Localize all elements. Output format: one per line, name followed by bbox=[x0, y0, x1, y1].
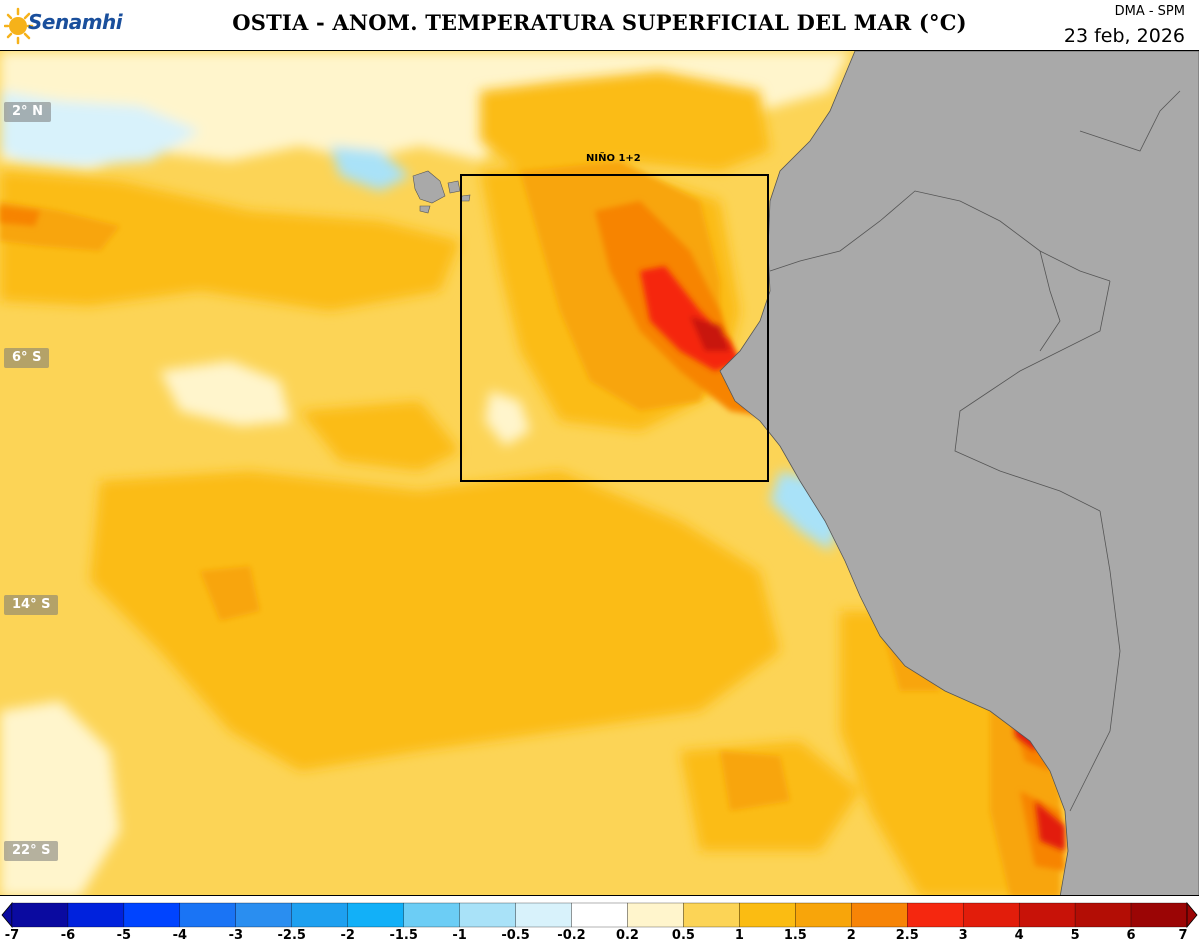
colorbar-tick-label: -1.5 bbox=[389, 928, 418, 943]
colorbar-tick-label: 4 bbox=[1014, 928, 1024, 943]
colorbar-swatch bbox=[1018, 902, 1076, 928]
sun-icon bbox=[4, 7, 34, 45]
colorbar-arrow-right bbox=[1186, 902, 1198, 929]
colorbar-swatch bbox=[11, 902, 69, 928]
nino-region-box bbox=[460, 174, 769, 482]
colorbar-swatch bbox=[683, 902, 740, 928]
senamhi-logo: Senamhi bbox=[4, 4, 134, 46]
nino-region-label: NIÑO 1+2 bbox=[586, 153, 641, 164]
colorbar-swatch bbox=[851, 902, 908, 928]
lat-label-2n: 2° N bbox=[4, 102, 51, 122]
colorbar-tick-label: -0.5 bbox=[501, 928, 530, 943]
colorbar-tick-label: 1.5 bbox=[783, 928, 807, 943]
colorbar-swatch bbox=[123, 902, 181, 928]
colorbar-tick-label: 3 bbox=[958, 928, 968, 943]
colorbar-swatch bbox=[179, 902, 236, 928]
colorbar-tick-label: 7 bbox=[1178, 928, 1188, 943]
map-canvas bbox=[0, 51, 1199, 895]
colorbar-swatch bbox=[571, 902, 628, 928]
colorbar-tick-label: 2.5 bbox=[895, 928, 919, 943]
colorbar-tick-label: -2.5 bbox=[277, 928, 306, 943]
colorbar-tick-label: -4 bbox=[172, 928, 188, 943]
colorbar-tick-label: 1 bbox=[734, 928, 744, 943]
date-label: 23 feb, 2026 bbox=[1063, 25, 1185, 47]
org-label: DMA - SPM bbox=[1114, 4, 1185, 19]
colorbar-tick-label: 5 bbox=[1070, 928, 1080, 943]
colorbar-tick-label: -3 bbox=[228, 928, 244, 943]
colorbar-tick-label: -5 bbox=[116, 928, 132, 943]
colorbar-swatch bbox=[963, 902, 1020, 928]
colorbar-tick-label: 6 bbox=[1126, 928, 1136, 943]
colorbar-swatch bbox=[459, 902, 516, 928]
map-title: OSTIA - ANOM. TEMPERATURA SUPERFICIAL DE… bbox=[232, 10, 967, 35]
colorbar-tick-label: -7 bbox=[4, 928, 20, 943]
colorbar-swatch bbox=[1130, 902, 1188, 928]
colorbar-tick-label: -0.2 bbox=[557, 928, 586, 943]
colorbar-tick-label: -6 bbox=[60, 928, 76, 943]
colorbar-swatch bbox=[235, 902, 292, 928]
colorbar-swatch bbox=[347, 902, 404, 928]
header: Senamhi OSTIA - ANOM. TEMPERATURA SUPERF… bbox=[0, 0, 1199, 50]
colorbar-tick-label: 0.5 bbox=[671, 928, 695, 943]
lat-label-22s: 22° S bbox=[4, 841, 59, 861]
colorbar-tick-label: 2 bbox=[846, 928, 856, 943]
sst-anomaly-map: NIÑO 1+2 2° N 6° S 14° S 22° S bbox=[0, 50, 1199, 896]
colorbar-swatch bbox=[795, 902, 852, 928]
colorbar-swatch bbox=[907, 902, 964, 928]
logo-text: Senamhi bbox=[28, 10, 123, 34]
colorbar-swatch bbox=[403, 902, 460, 928]
colorbar-swatch bbox=[515, 902, 572, 928]
lat-label-6s: 6° S bbox=[4, 348, 50, 368]
colorbar-swatch bbox=[67, 902, 125, 928]
colorbar-swatch bbox=[739, 902, 796, 928]
colorbar-tick-label: 0.2 bbox=[615, 928, 639, 943]
colorbar-swatches bbox=[1, 902, 1198, 929]
colorbar-swatch bbox=[627, 902, 684, 928]
lat-label-14s: 14° S bbox=[4, 595, 59, 615]
colorbar: -7 -6 -5 -4 -3 -2.5 -2 -1.5 -1 -0.5 -0.2 0.2 0.5 1 1.5… bbox=[0, 900, 1199, 947]
colorbar-swatch bbox=[291, 902, 348, 928]
colorbar-tick-label: -2 bbox=[340, 928, 355, 943]
colorbar-tick-label: -1 bbox=[452, 928, 467, 943]
colorbar-swatch bbox=[1074, 902, 1132, 928]
galapagos-islands bbox=[412, 170, 471, 214]
country-borders bbox=[769, 90, 1181, 812]
colorbar-arrow-left bbox=[1, 902, 13, 929]
